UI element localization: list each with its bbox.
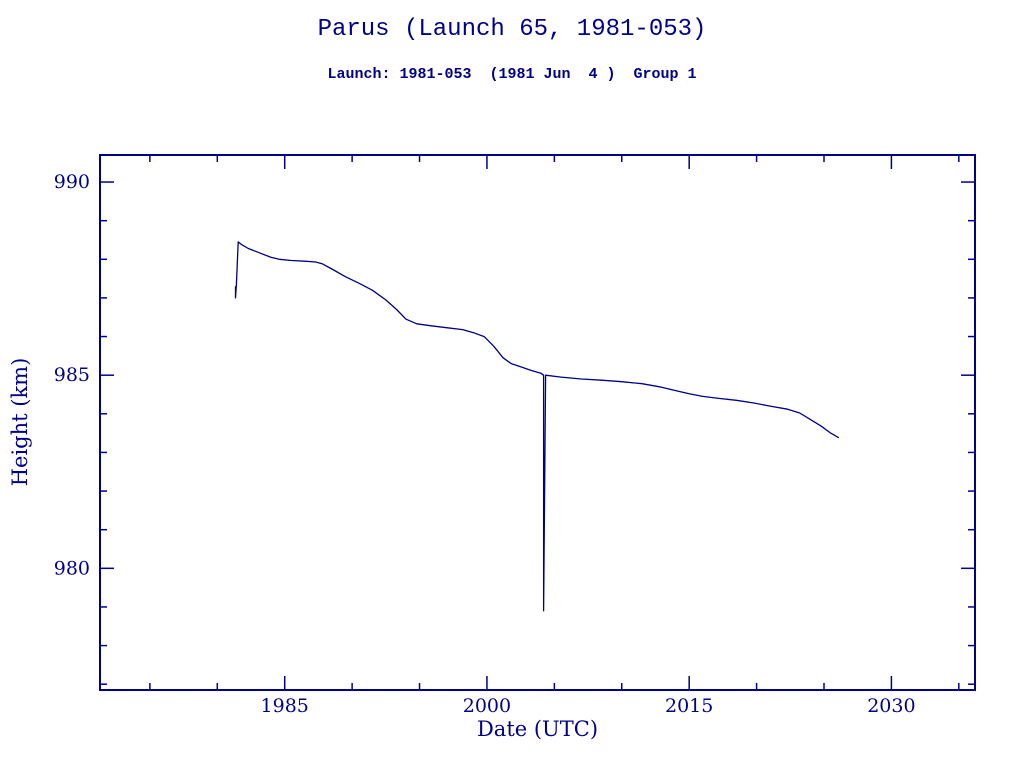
chart-subtitle: Launch: 1981-053 (1981 Jun 4 ) Group 1 xyxy=(327,66,697,83)
plot-frame xyxy=(99,154,976,691)
x-tick-label: 2015 xyxy=(665,695,713,717)
height-series-line xyxy=(234,241,840,612)
x-tick-label: 2000 xyxy=(463,695,511,717)
y-tick-label: 985 xyxy=(54,364,90,386)
x-tick-label: 1985 xyxy=(261,695,309,717)
y-axis-label: Height (km) xyxy=(8,357,32,487)
x-axis-label: Date (UTC) xyxy=(476,717,599,741)
chart-title: Parus (Launch 65, 1981-053) xyxy=(317,16,707,43)
y-tick-label: 990 xyxy=(54,171,90,193)
x-tick-label: 2030 xyxy=(867,695,915,717)
y-tick-label: 980 xyxy=(54,557,90,579)
